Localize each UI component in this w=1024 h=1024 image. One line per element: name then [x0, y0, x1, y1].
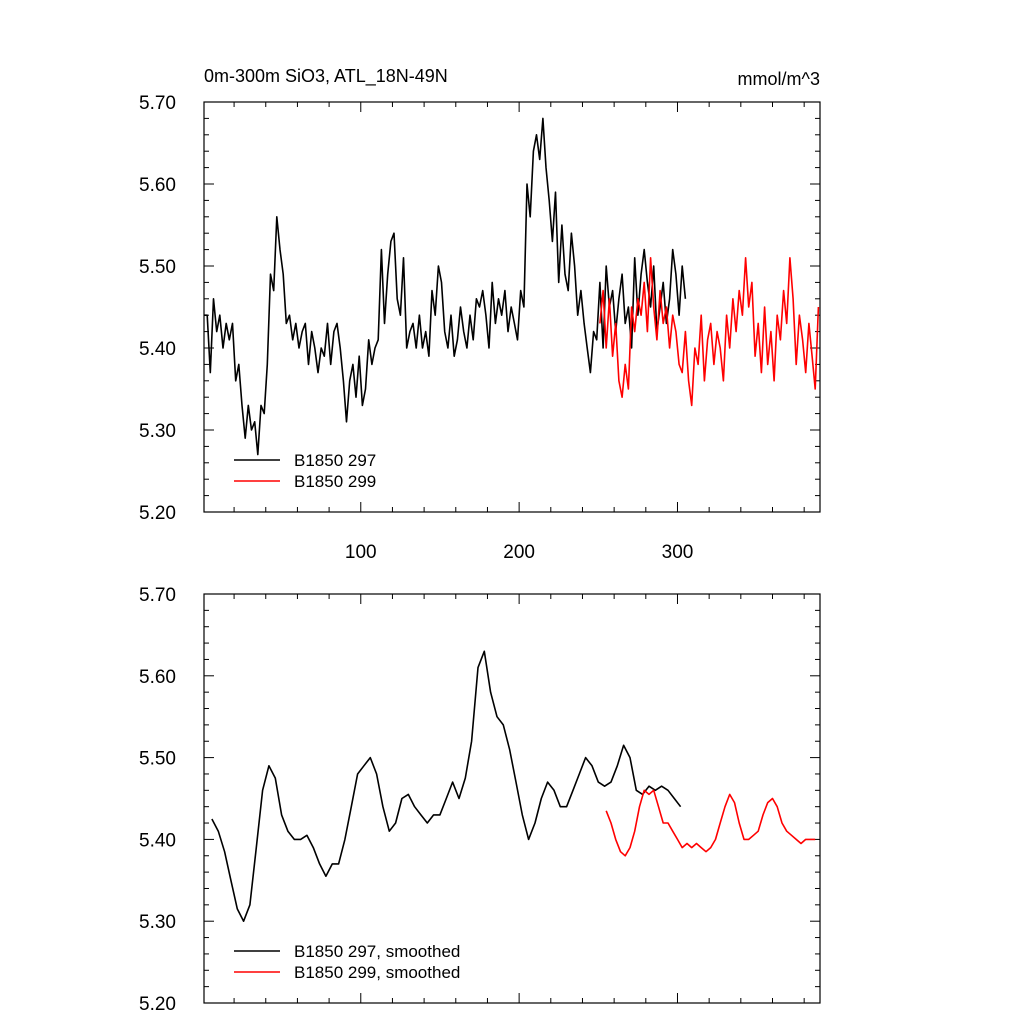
y-tick-label: 5.30: [139, 421, 176, 442]
y-tick-label: 5.20: [139, 994, 176, 1015]
x-tick-label: 300: [662, 542, 694, 563]
plot-frame: [203, 101, 821, 513]
x-tick-label: 200: [503, 542, 535, 563]
top-panel: 5.20 5.30 5.40 5.50 5.60 5.70 100 200 300 B1850 2…: [139, 93, 821, 563]
y-tick-label: 5.30: [139, 912, 176, 933]
series-line-red: [599, 256, 820, 407]
y-tick-label: 5.40: [139, 830, 176, 851]
bottom-panel: 5.20 5.30 5.40 5.50 5.60 5.70 B1850 297, smoot…: [139, 585, 821, 1015]
legend-entry: B1850 299: [294, 472, 376, 491]
y-tick-label: 5.60: [139, 667, 176, 688]
series-line-black: [204, 117, 687, 456]
y-tick-label: 5.50: [139, 257, 176, 278]
y-tick-label: 5.50: [139, 749, 176, 770]
units-label: mmol/m^3: [738, 69, 820, 89]
y-tick-label: 5.20: [139, 503, 176, 524]
y-tick-label: 5.60: [139, 175, 176, 196]
series-line-red: [605, 789, 816, 857]
y-tick-label: 5.70: [139, 93, 176, 114]
series-line-black: [211, 650, 682, 923]
legend-entry: B1850 299, smoothed: [294, 963, 460, 982]
x-tick-label: 100: [345, 542, 377, 563]
chart-title: 0m-300m SiO3, ATL_18N-49N: [204, 66, 448, 87]
legend-entry: B1850 297, smoothed: [294, 942, 460, 961]
y-tick-label: 5.70: [139, 585, 176, 606]
legend-entry: B1850 297: [294, 451, 376, 470]
y-tick-label: 5.40: [139, 339, 176, 360]
plot-frame: [203, 593, 821, 1004]
